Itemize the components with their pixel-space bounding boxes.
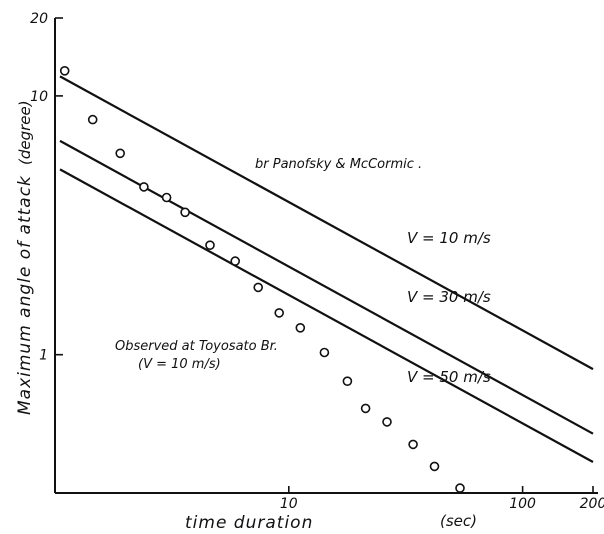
observed-point bbox=[59, 66, 70, 76]
observed-point bbox=[205, 240, 215, 250]
observed-point bbox=[455, 483, 465, 493]
observed-point bbox=[230, 256, 240, 266]
source-annotation: br Panofsky & McCormic . bbox=[255, 157, 422, 172]
theory-line-0 bbox=[59, 75, 594, 371]
observed-point bbox=[295, 322, 306, 333]
observed-point bbox=[319, 347, 330, 358]
theory-line-2 bbox=[59, 168, 594, 463]
observed-annotation-title: Observed at Toyosato Br. bbox=[115, 339, 278, 354]
x-axis-title: time duration bbox=[185, 513, 313, 533]
observed-point bbox=[253, 282, 264, 293]
y-axis-unit: (degree) bbox=[16, 100, 34, 165]
observed-points bbox=[59, 66, 465, 493]
observed-point bbox=[382, 417, 392, 427]
theory-lines bbox=[59, 75, 594, 463]
observed-point bbox=[408, 439, 418, 450]
series-label-v10: V = 10 m/s bbox=[407, 229, 491, 247]
x-tick-label-10: 10 bbox=[280, 496, 298, 512]
y-tick-label-20: 20 bbox=[30, 11, 48, 27]
x-tick-label-200: 200 bbox=[580, 496, 604, 512]
observed-point bbox=[139, 182, 149, 192]
observed-point bbox=[87, 114, 98, 125]
theory-line-1 bbox=[59, 139, 594, 435]
observed-point bbox=[180, 207, 190, 218]
observed-point bbox=[429, 461, 440, 472]
observed-point bbox=[342, 376, 353, 387]
y-tick-label-10: 10 bbox=[30, 89, 48, 105]
observed-point bbox=[274, 308, 285, 318]
series-label-v50: V = 50 m/s bbox=[407, 368, 491, 386]
x-axis-unit: (sec) bbox=[440, 512, 477, 530]
observed-annotation-subtitle: (V = 10 m/s) bbox=[138, 357, 221, 372]
x-tick-label-100: 100 bbox=[509, 496, 536, 512]
observed-point bbox=[360, 403, 371, 414]
y-tick-label-1: 1 bbox=[39, 348, 48, 364]
observed-point bbox=[161, 192, 172, 203]
observed-point bbox=[115, 148, 125, 159]
series-label-v30: V = 30 m/s bbox=[407, 288, 491, 306]
y-axis-title: Maximum angle of attack bbox=[15, 175, 35, 415]
